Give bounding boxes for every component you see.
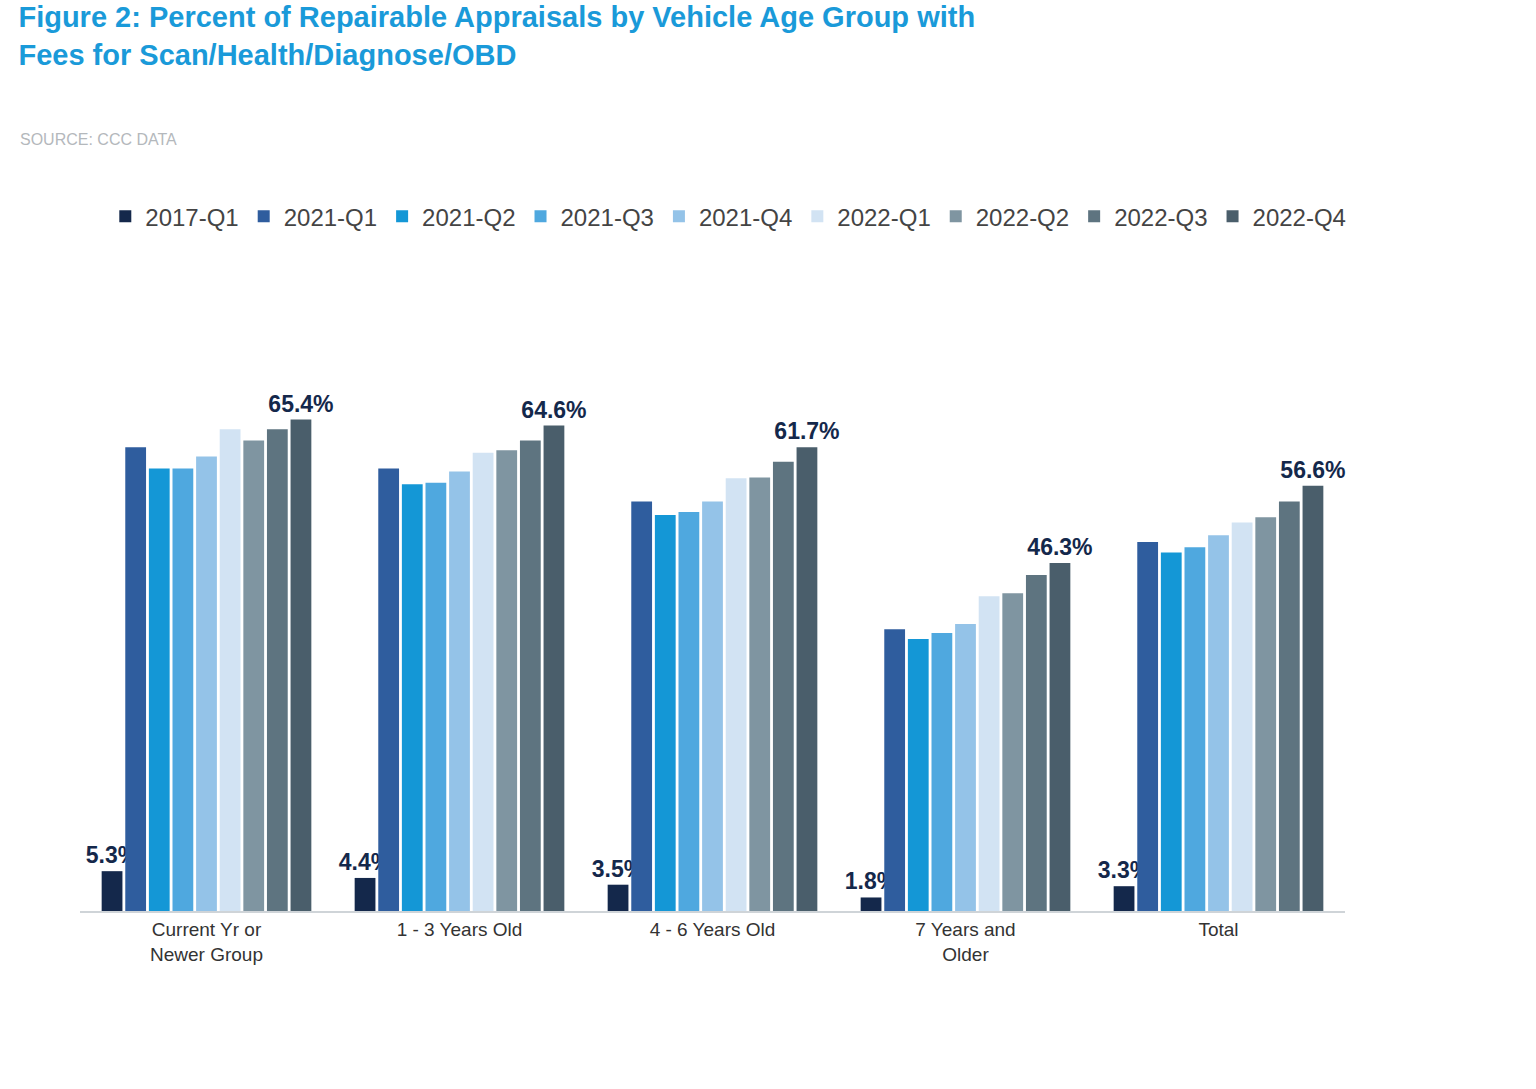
svg-text:1 - 3 Years Old: 1 - 3 Years Old bbox=[397, 919, 523, 940]
svg-text:Figure 2: Percent of Repairabl: Figure 2: Percent of Repairable Appraisa… bbox=[18, 1, 975, 71]
svg-text:3.5%: 3.5% bbox=[592, 856, 644, 882]
svg-text:64.6%: 64.6% bbox=[521, 397, 586, 423]
svg-text:Total: Total bbox=[1198, 919, 1238, 940]
svg-text:61.7%: 61.7% bbox=[774, 418, 839, 444]
svg-text:2022-Q2: 2022-Q2 bbox=[976, 204, 1069, 231]
svg-text:2021-Q1: 2021-Q1 bbox=[284, 204, 377, 231]
svg-text:2021-Q4: 2021-Q4 bbox=[699, 204, 792, 231]
svg-text:2022-Q1: 2022-Q1 bbox=[837, 204, 930, 231]
svg-text:4 - 6 Years Old: 4 - 6 Years Old bbox=[650, 919, 776, 940]
svg-text:3.3%: 3.3% bbox=[1098, 857, 1150, 883]
svg-text:Current Yr orNewer Group: Current Yr orNewer Group bbox=[150, 919, 263, 965]
svg-text:5.3%: 5.3% bbox=[86, 842, 138, 868]
svg-text:2021-Q3: 2021-Q3 bbox=[561, 204, 654, 231]
svg-text:SOURCE: CCC DATA: SOURCE: CCC DATA bbox=[20, 131, 177, 148]
svg-text:4.4%: 4.4% bbox=[339, 849, 391, 875]
svg-text:2017-Q1: 2017-Q1 bbox=[145, 204, 238, 231]
svg-text:7 Years andOlder: 7 Years andOlder bbox=[915, 919, 1015, 965]
svg-text:2022-Q3: 2022-Q3 bbox=[1114, 204, 1207, 231]
svg-text:2021-Q2: 2021-Q2 bbox=[422, 204, 515, 231]
svg-text:46.3%: 46.3% bbox=[1027, 534, 1092, 560]
svg-text:2022-Q4: 2022-Q4 bbox=[1253, 204, 1346, 231]
svg-text:56.6%: 56.6% bbox=[1280, 457, 1345, 483]
svg-text:1.8%: 1.8% bbox=[845, 868, 897, 894]
svg-text:65.4%: 65.4% bbox=[268, 391, 333, 417]
